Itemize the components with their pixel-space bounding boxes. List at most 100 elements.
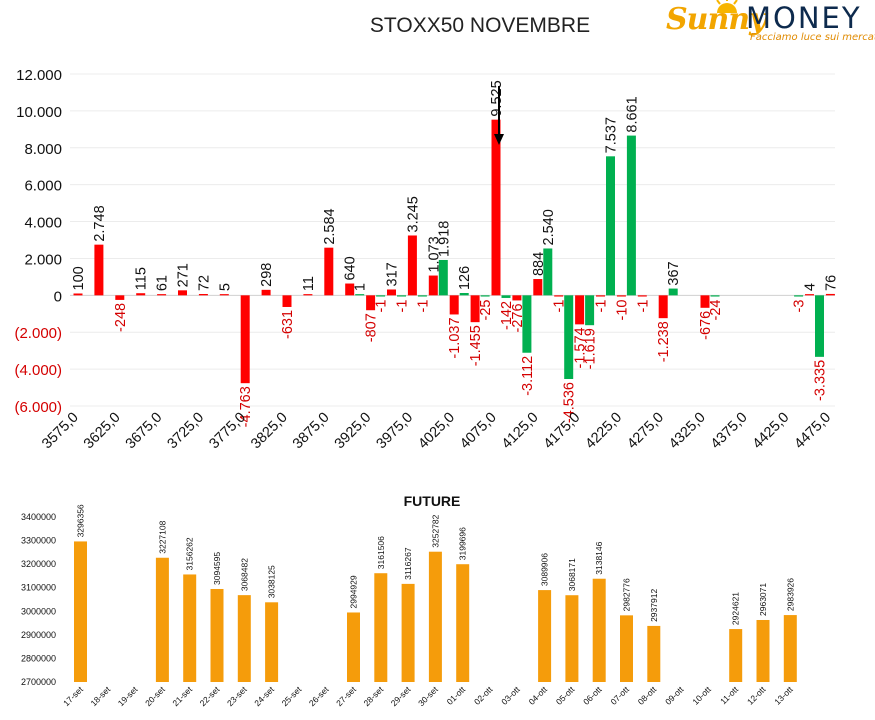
future-x-tick-label: 03-ott — [499, 684, 522, 707]
data-label: -1.238 — [656, 321, 672, 362]
data-label: 61 — [155, 275, 171, 291]
future-x-tick-label: 04-ott — [527, 684, 550, 707]
data-label: 1.918 — [436, 221, 452, 257]
y-tick-label: (4.000) — [14, 362, 62, 379]
data-label: -4.763 — [238, 386, 254, 427]
data-label: -1 — [415, 300, 431, 313]
future-x-tick-label: 25-set — [280, 684, 304, 708]
bar-red — [407, 235, 417, 296]
bar-green — [522, 295, 532, 353]
bar-red — [345, 283, 355, 296]
data-label: -1 — [552, 300, 568, 313]
bar-green — [480, 295, 490, 297]
future-data-label: 3038125 — [267, 565, 277, 598]
future-bar — [783, 615, 797, 682]
data-label: -1 — [635, 300, 651, 313]
x-tick-label: 4475,0 — [792, 410, 835, 453]
data-label: 1 — [353, 283, 369, 291]
bar-green — [585, 295, 595, 326]
future-x-tick-label: 23-set — [225, 684, 249, 708]
data-label: 317 — [385, 262, 401, 286]
sunny-money-logo: Sunny MONEY Facciamo luce sui mercati — [664, 0, 875, 48]
future-x-tick-label: 17-set — [61, 684, 85, 708]
data-label: -1.619 — [583, 328, 599, 369]
future-data-label: 3296356 — [76, 504, 86, 537]
future-data-label: 2983926 — [785, 578, 795, 611]
bar-red — [136, 293, 146, 296]
x-tick-label: 4325,0 — [666, 410, 709, 453]
bar-red — [805, 294, 814, 296]
bar-red — [491, 119, 501, 296]
bar-red — [428, 275, 438, 296]
bar-red — [554, 295, 564, 297]
bar-red — [616, 295, 626, 297]
future-x-tick-label: 08-ott — [636, 684, 659, 707]
bar-red — [219, 294, 229, 296]
x-tick-label: 4125,0 — [499, 410, 542, 453]
data-label: 2.540 — [541, 209, 557, 245]
sun-icon — [716, 0, 738, 13]
data-label: -807 — [364, 313, 380, 342]
future-data-label: 3068171 — [567, 558, 577, 591]
future-y-tick-label: 3400000 — [21, 512, 56, 522]
x-tick-label: 4425,0 — [750, 410, 793, 453]
future-x-tick-label: 01-ott — [445, 684, 468, 707]
logo-money: MONEY — [746, 1, 862, 35]
y-tick-label: 12.000 — [16, 67, 62, 84]
data-label: -276 — [510, 303, 526, 332]
bar-green — [397, 295, 406, 297]
future-title: FUTURE — [404, 493, 461, 509]
x-tick-label: 4025,0 — [415, 410, 458, 453]
bar-red — [470, 295, 480, 323]
future-bar — [374, 573, 388, 682]
data-label: -248 — [113, 303, 129, 332]
future-data-label: 2963071 — [758, 583, 768, 616]
data-label: -3.335 — [813, 360, 829, 401]
data-label: 640 — [343, 256, 359, 280]
data-label: 9.525 — [489, 80, 505, 116]
bar-red — [700, 295, 710, 308]
future-bar — [183, 574, 197, 682]
data-label: 72 — [196, 275, 212, 291]
future-bar — [756, 619, 770, 682]
data-label: -24 — [708, 300, 724, 321]
x-tick-label: 4375,0 — [708, 410, 751, 453]
bar-green — [376, 295, 386, 297]
future-x-tick-label: 07-ott — [608, 684, 631, 707]
stoxx50-options-chart: 12.000 10.000 8.000 6.000 4.000 2.000 0 (2.000)… — [14, 67, 839, 453]
data-label: -10 — [614, 300, 630, 321]
data-label: -1.037 — [447, 317, 463, 358]
bar-red — [157, 294, 167, 296]
y-tick-label: 2.000 — [24, 251, 62, 268]
data-label: 4 — [803, 283, 819, 291]
x-tick-label: 3975,0 — [374, 410, 417, 453]
x-tick-label: 4275,0 — [624, 410, 667, 453]
data-label: -631 — [280, 310, 296, 339]
future-x-tick-label: 21-set — [170, 684, 194, 708]
bar-green — [438, 259, 448, 296]
bar-red — [596, 295, 605, 297]
future-x-tick-label: 28-set — [361, 684, 385, 708]
y-tick-label: 10.000 — [16, 104, 62, 121]
future-bar — [155, 557, 169, 682]
data-label: 7.537 — [604, 117, 620, 153]
future-y-tick-label: 3100000 — [21, 583, 56, 593]
bar-green — [564, 295, 574, 379]
bar-red — [198, 294, 208, 296]
bar-red — [512, 295, 522, 301]
future-bar — [565, 595, 579, 682]
y-tick-label: 4.000 — [24, 215, 62, 232]
data-label: 3.245 — [405, 196, 421, 232]
future-data-label: 2994929 — [349, 575, 359, 608]
data-label: -4.536 — [562, 382, 578, 423]
bar-red — [387, 289, 396, 296]
x-tick-label: 4225,0 — [583, 410, 626, 453]
y-tick-label: 0 — [54, 288, 62, 305]
data-label: -1 — [594, 300, 610, 313]
future-x-tick-label: 27-set — [334, 684, 358, 708]
data-label: 884 — [531, 252, 547, 276]
future-y-tick-label: 3200000 — [21, 559, 56, 569]
future-x-tick-label: 30-set — [416, 684, 440, 708]
data-label: 8.661 — [624, 96, 640, 132]
x-tick-label: 3825,0 — [248, 410, 291, 453]
